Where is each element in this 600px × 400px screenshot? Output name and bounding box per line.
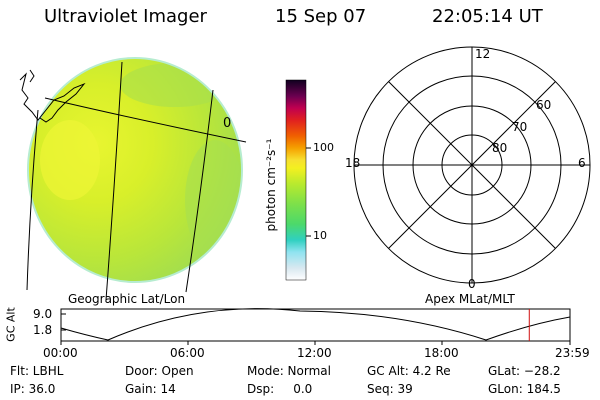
altitude-plot-ticks [60, 313, 571, 345]
instrument-title: Ultraviolet Imager [44, 6, 207, 27]
status-mode: Mode: Normal [247, 364, 331, 378]
xtick-1200: 12:00 [297, 346, 332, 360]
geo-grid-lines [26, 61, 247, 301]
geo-panel-label: Geographic Lat/Lon [68, 292, 186, 306]
altitude-curve [60, 308, 571, 341]
altitude-ylabel: GC Alt [4, 307, 18, 342]
time-label: 22:05:14 UT [432, 6, 543, 27]
lat-label-80: 80 [492, 141, 508, 155]
date-label: 15 Sep 07 [275, 6, 367, 27]
lat-label-70: 70 [512, 120, 528, 134]
apex-panel-label: Apex MLat/MLT [425, 292, 515, 306]
xtick-0600: 06:00 [170, 346, 205, 360]
coastline [19, 72, 86, 123]
colorbar-unit-label: photon cm⁻²s⁻¹ [264, 138, 278, 232]
mlt-label-bottom: 0 [468, 277, 476, 291]
mlt-label-top: 12 [475, 47, 491, 61]
geo-lat-label: 0 [223, 116, 232, 131]
status-flt: Flt: LBHL [10, 364, 64, 378]
colorbar-tick-100: 100 [313, 141, 334, 154]
xtick-0000: 00:00 [43, 346, 78, 360]
lat-label-60: 60 [536, 98, 552, 112]
mlt-label-right: 6 [578, 156, 586, 170]
status-glat: GLat: −28.2 [488, 364, 561, 378]
altitude-ytick-low: 1.8 [33, 323, 53, 337]
colorbar-tick-10: 10 [313, 229, 327, 242]
altitude-plot-frame [60, 308, 571, 342]
mlt-label-left: 18 [345, 156, 361, 170]
colorbar [285, 79, 307, 281]
status-door: Door: Open [125, 364, 194, 378]
status-ip: IP: 36.0 [10, 382, 56, 396]
xtick-1800: 18:00 [424, 346, 459, 360]
status-gc-alt: GC Alt: 4.2 Re [367, 364, 451, 378]
polar-plot [353, 46, 591, 284]
status-dsp: Dsp: 0.0 [247, 382, 313, 396]
xtick-2359: 23:59 [555, 346, 590, 360]
coastline-fragment [29, 69, 35, 83]
status-seq: Seq: 39 [367, 382, 413, 396]
altitude-ytick-high: 9.0 [33, 307, 53, 321]
status-gain: Gain: 14 [125, 382, 176, 396]
status-glon: GLon: 184.5 [488, 382, 561, 396]
